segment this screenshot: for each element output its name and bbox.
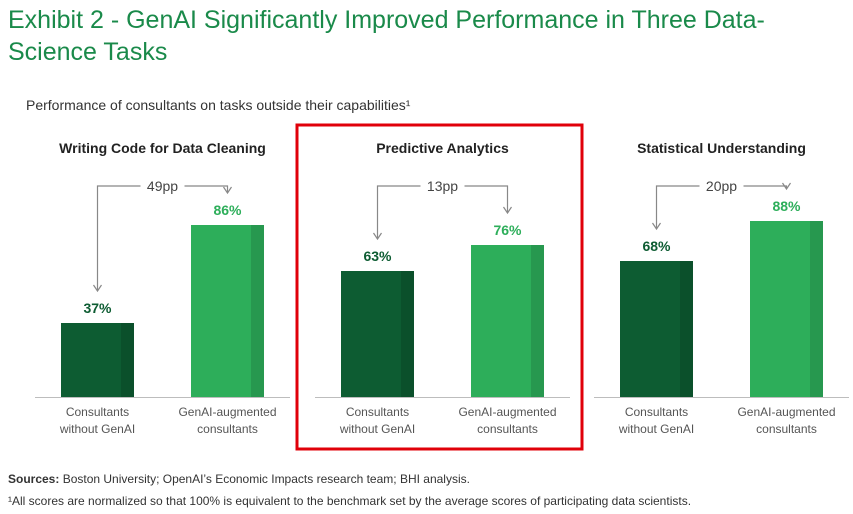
value-label: 88% (772, 198, 801, 214)
difference-label: 20pp (706, 178, 737, 194)
arrow-head (782, 182, 791, 191)
bracket-line-left (96, 185, 141, 291)
category-label: Consultants (66, 405, 129, 419)
arrow-head (503, 206, 512, 215)
chart-title-1: Writing Code for Data Cleaning (59, 140, 266, 156)
page-title: Exhibit 2 - GenAI Significantly Improved… (8, 6, 765, 66)
category-label: consultants (197, 422, 258, 436)
highlight-box (295, 123, 584, 451)
category-label: without GenAI (59, 422, 135, 436)
chart-subtitle: Performance of consultants on tasks outs… (26, 97, 411, 113)
arrow-head (373, 232, 382, 241)
category-label: without GenAI (618, 422, 694, 436)
sources-text: Boston University; OpenAI’s Economic Imp… (59, 472, 470, 486)
bar-shade (401, 271, 414, 397)
category-label: without GenAI (339, 422, 415, 436)
bar-shade (680, 261, 693, 397)
value-label: 37% (83, 300, 112, 316)
bar-shade (810, 221, 823, 397)
bar-shade (121, 323, 134, 397)
value-label: 68% (642, 238, 671, 254)
bar-without-genai (341, 271, 414, 397)
bracket-line-left (376, 185, 421, 239)
bar-without-genai (61, 323, 134, 397)
bar-genai-augmented (471, 245, 544, 397)
bar-genai-augmented (750, 221, 823, 397)
category-label: GenAI-augmented (737, 405, 835, 419)
difference-label: 13pp (427, 178, 458, 194)
chart-title-2: Predictive Analytics (376, 140, 509, 156)
footnote: ¹All scores are normalized so that 100% … (8, 494, 692, 508)
category-label: Consultants (346, 405, 409, 419)
bar-without-genai (620, 261, 693, 397)
category-label: GenAI-augmented (178, 405, 276, 419)
sources-line: Sources: Boston University; OpenAI’s Eco… (8, 472, 470, 486)
category-label: GenAI-augmented (458, 405, 556, 419)
bracket-line-right (743, 185, 788, 189)
arrow-head (652, 222, 661, 231)
category-label: Consultants (625, 405, 688, 419)
value-label: 76% (493, 222, 522, 238)
bracket-line-left (655, 185, 700, 229)
difference-label: 49pp (147, 178, 178, 194)
sources-label: Sources: (8, 472, 60, 486)
bar-shade (251, 225, 264, 397)
arrow-head (93, 284, 102, 293)
value-label: 63% (363, 248, 392, 264)
charts-area: Writing Code for Data Cleaning 37% Consult… (35, 123, 849, 451)
bracket-line-right (464, 185, 509, 213)
bar-shade (531, 245, 544, 397)
arrow-head (223, 186, 232, 195)
category-label: consultants (477, 422, 538, 436)
chart-title-3: Statistical Understanding (637, 140, 806, 156)
value-label: 86% (213, 202, 242, 218)
chart-panel-2 (295, 123, 584, 451)
bracket-line-right (184, 185, 229, 193)
bar-genai-augmented (191, 225, 264, 397)
category-label: consultants (756, 422, 817, 436)
